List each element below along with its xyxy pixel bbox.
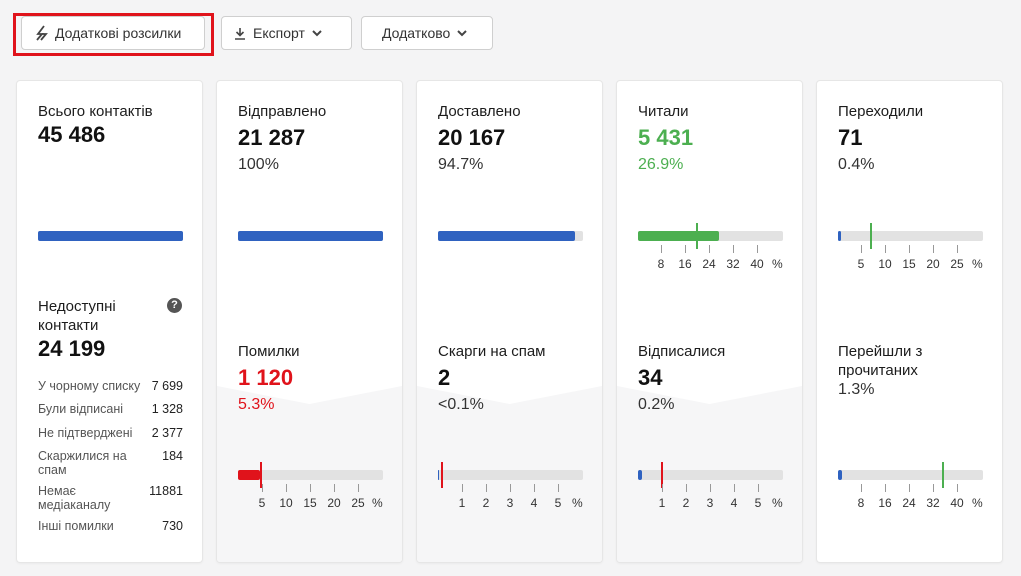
delivered-card: Доставлено 20 167 94.7% Скарги на спам 2… xyxy=(417,81,602,562)
clicks-value: 71 xyxy=(838,125,863,150)
help-icon[interactable]: ? xyxy=(167,298,182,313)
ctor-percent: 1.3% xyxy=(838,381,875,398)
spam-bar: 1 2 3 4 5 % xyxy=(438,462,583,510)
errors-percent: 5.3% xyxy=(238,396,275,413)
total-contacts-bar xyxy=(38,231,183,241)
spam-value: 2 xyxy=(438,365,451,390)
errors-bar: 5 10 15 20 25 % xyxy=(238,462,383,510)
read-percent: 26.9% xyxy=(638,156,684,173)
clicks-label: Переходили xyxy=(838,103,924,120)
total-contacts-value: 45 486 xyxy=(38,122,106,147)
unsubscribed-label: Відписалися xyxy=(638,343,726,360)
errors-value: 1 120 xyxy=(238,365,294,390)
delivered-bar xyxy=(438,231,583,241)
stat-row: Були відписані 1 328 xyxy=(38,402,183,416)
sent-value: 21 287 xyxy=(238,125,306,150)
unavailable-contacts-label: Недоступні контакти xyxy=(38,298,116,334)
spam-label: Скарги на спам xyxy=(438,343,546,360)
read-card: Читали 5 431 26.9% 8 16 24 32 40 % Відпи… xyxy=(617,81,802,562)
stat-row: У чорному списку 7 699 xyxy=(38,379,183,393)
ctor-bar: 8 16 24 32 40 % xyxy=(838,462,983,510)
clicks-bar: 5 10 15 20 25 % xyxy=(838,223,983,271)
highlight-frame xyxy=(13,13,214,56)
unsubscribed-percent: 0.2% xyxy=(638,396,675,413)
stat-row: Інші помилки 730 xyxy=(38,519,183,533)
export-button[interactable]: Експорт xyxy=(221,16,352,50)
delivered-percent: 94.7% xyxy=(438,156,484,173)
extra-mailings-button[interactable]: Додаткові розсилки xyxy=(21,16,205,50)
errors-label: Помилки xyxy=(238,343,300,360)
read-value: 5 431 xyxy=(638,125,694,150)
more-button[interactable]: Додатково xyxy=(361,16,493,50)
stat-row: Немає медіаканалу 11881 xyxy=(38,484,183,512)
sent-percent: 100% xyxy=(238,156,279,173)
sent-label: Відправлено xyxy=(238,103,327,120)
more-label: Додатково xyxy=(382,25,451,41)
unsubscribed-value: 34 xyxy=(638,365,663,390)
sent-bar xyxy=(238,231,383,241)
clicks-card: Переходили 71 0.4% 5 10 15 20 25 % Перей… xyxy=(817,81,1002,562)
chevron-down-icon xyxy=(312,29,322,36)
ctor-label: Перейшли з прочитаних xyxy=(838,343,923,379)
read-label: Читали xyxy=(638,103,689,120)
stat-row: Не підтверджені 2 377 xyxy=(38,426,183,440)
clicks-percent: 0.4% xyxy=(838,156,875,173)
delivered-value: 20 167 xyxy=(438,125,506,150)
delivered-label: Доставлено xyxy=(438,103,521,120)
download-icon xyxy=(235,27,245,40)
read-bar: 8 16 24 32 40 % xyxy=(638,223,783,271)
spam-percent: <0.1% xyxy=(438,396,484,413)
extra-mailings-icon xyxy=(36,25,48,41)
total-contacts-label: Всього контактів xyxy=(38,103,153,120)
chevron-down-icon xyxy=(457,29,468,36)
unsubscribed-bar: 1 2 3 4 5 % xyxy=(638,462,783,510)
sent-card: Відправлено 21 287 100% Помилки 1 120 5.… xyxy=(217,81,402,562)
contacts-card: Всього контактів 45 486 Недоступні конта… xyxy=(17,81,202,562)
extra-mailings-label: Додаткові розсилки xyxy=(55,25,182,41)
stat-row: Скаржилися на спам 184 xyxy=(38,449,183,477)
unavailable-contacts-value: 24 199 xyxy=(38,336,106,361)
export-label: Експорт xyxy=(253,25,305,41)
